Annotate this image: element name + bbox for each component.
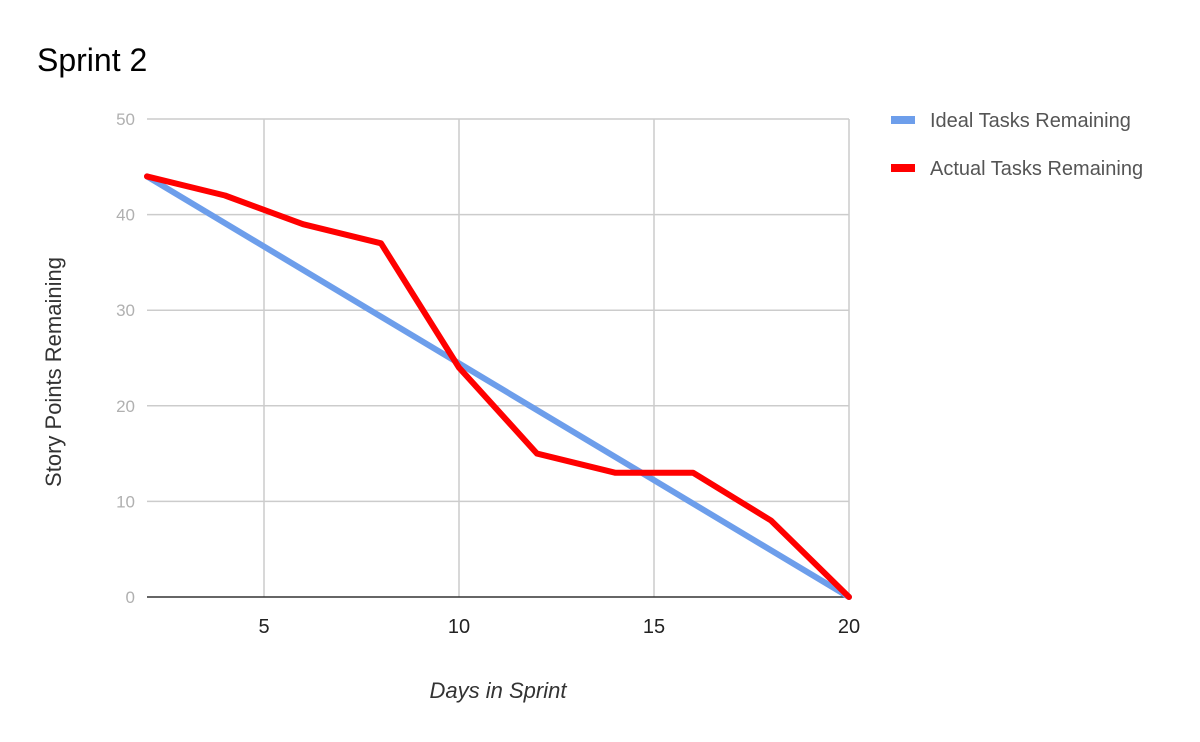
y-tick-label: 0	[126, 588, 135, 607]
series-lines	[144, 173, 852, 600]
legend-swatch	[891, 164, 915, 172]
legend-swatch	[891, 116, 915, 124]
x-tick-label: 10	[448, 616, 470, 638]
legend-label: Ideal Tasks Remaining	[930, 110, 1131, 132]
chart-title: Sprint 2	[37, 42, 147, 78]
y-tick-label: 10	[116, 492, 135, 511]
y-axis-label: Story Points Remaining	[41, 257, 66, 487]
gridlines	[147, 118, 850, 597]
y-tick-label: 30	[116, 301, 135, 320]
x-axis-label: Days in Sprint	[430, 678, 568, 703]
y-axis-ticks: 0 10 20 30 40 50	[116, 110, 135, 607]
series-line-ideal	[144, 173, 852, 600]
x-axis-ticks: 5 10 15 20	[258, 616, 860, 638]
legend: Ideal Tasks Remaining Actual Tasks Remain…	[891, 110, 1143, 180]
x-tick-label: 20	[838, 616, 860, 638]
y-tick-label: 20	[116, 397, 135, 416]
y-tick-label: 40	[116, 206, 135, 225]
legend-label: Actual Tasks Remaining	[930, 158, 1143, 180]
series-line-actual	[144, 173, 852, 600]
x-tick-label: 5	[258, 616, 269, 638]
y-tick-label: 50	[116, 110, 135, 129]
x-tick-label: 15	[643, 616, 665, 638]
